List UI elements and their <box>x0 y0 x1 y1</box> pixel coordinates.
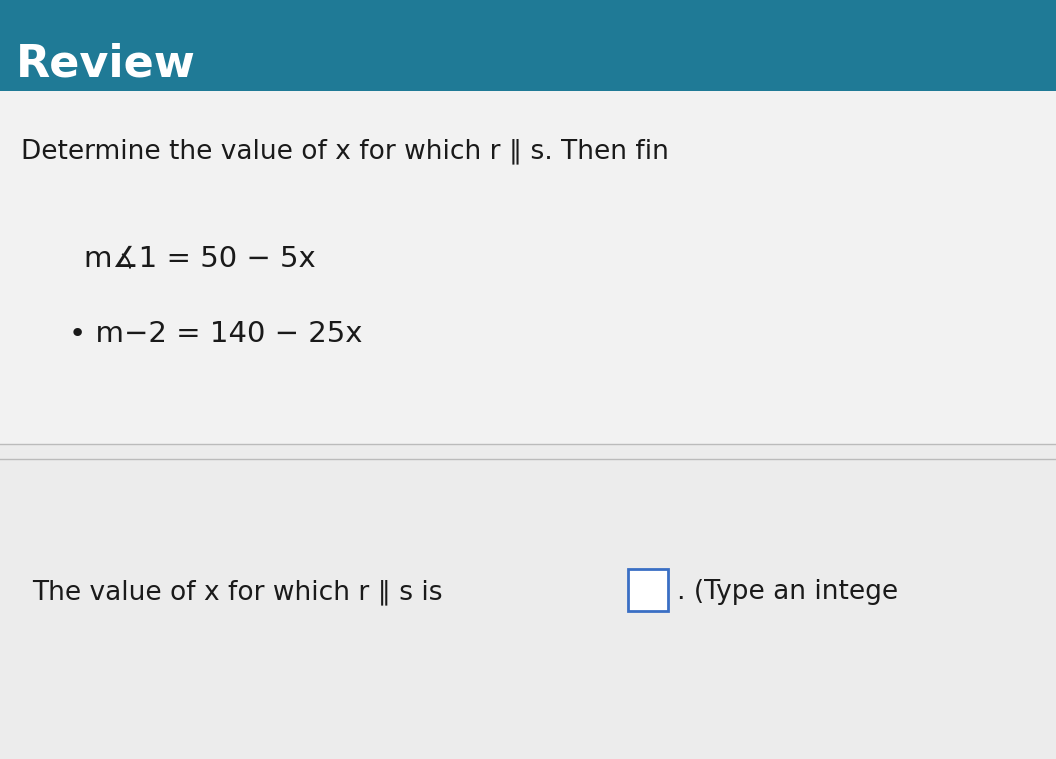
Text: . (Type an intege: . (Type an intege <box>677 579 898 605</box>
Text: The value of x for which r ∥ s is: The value of x for which r ∥ s is <box>32 579 442 605</box>
Bar <box>0 444 1056 759</box>
Text: Review: Review <box>16 43 195 85</box>
Bar <box>0 0 1056 91</box>
Text: Determine the value of x for which r ∥ s. Then fin: Determine the value of x for which r ∥ s… <box>21 139 670 165</box>
Text: • m−2 = 140 − 25x: • m−2 = 140 − 25x <box>69 320 362 348</box>
Text: m∡1 = 50 − 5x: m∡1 = 50 − 5x <box>84 244 316 272</box>
Bar <box>628 569 668 611</box>
Bar <box>0 0 1056 444</box>
